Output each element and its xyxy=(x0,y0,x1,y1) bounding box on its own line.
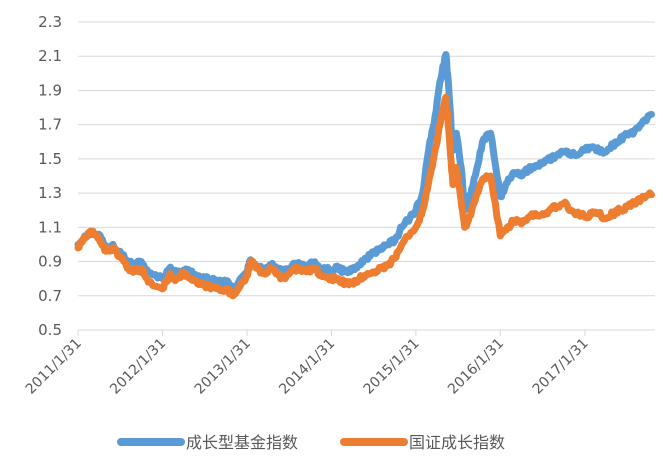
legend: 成长型基金指数 国证成长指数 xyxy=(117,433,505,452)
gridlines xyxy=(78,21,655,297)
series-lines xyxy=(74,51,655,300)
x-tick-label: 2017/1/31 xyxy=(530,336,592,398)
x-tick-label: 2012/1/31 xyxy=(107,336,169,398)
x-tick-label: 2011/1/31 xyxy=(23,336,85,398)
y-tick-label: 0.5 xyxy=(38,321,62,339)
x-tick-label: 2014/1/31 xyxy=(276,336,338,398)
series-line-1 xyxy=(74,51,655,293)
x-axis-tick-marks xyxy=(77,330,586,336)
y-tick-label: 0.7 xyxy=(38,287,62,305)
y-tick-label: 2.3 xyxy=(38,13,62,31)
x-tick-label: 2013/1/31 xyxy=(192,336,254,398)
y-axis-tick-labels: 0.5 0.7 0.9 1.1 1.3 1.5 1.7 1.9 2.1 2.3 xyxy=(38,13,62,339)
x-tick-label: 2016/1/31 xyxy=(445,336,507,398)
y-tick-label: 1.5 xyxy=(38,150,62,168)
y-tick-label: 0.9 xyxy=(38,253,62,271)
y-tick-label: 2.1 xyxy=(38,47,62,65)
y-tick-label: 1.7 xyxy=(38,116,62,134)
legend-label-series-1: 成长型基金指数 xyxy=(186,433,298,452)
series-line-2 xyxy=(74,93,655,300)
x-axis-tick-labels: 2011/1/31 2012/1/31 2013/1/31 2014/1/31 2015… xyxy=(23,336,592,398)
y-tick-label: 1.1 xyxy=(38,218,62,236)
x-tick-label: 2015/1/31 xyxy=(361,336,423,398)
y-tick-label: 1.9 xyxy=(38,81,62,99)
y-tick-label: 1.3 xyxy=(38,184,62,202)
legend-label-series-2: 国证成长指数 xyxy=(409,433,505,452)
